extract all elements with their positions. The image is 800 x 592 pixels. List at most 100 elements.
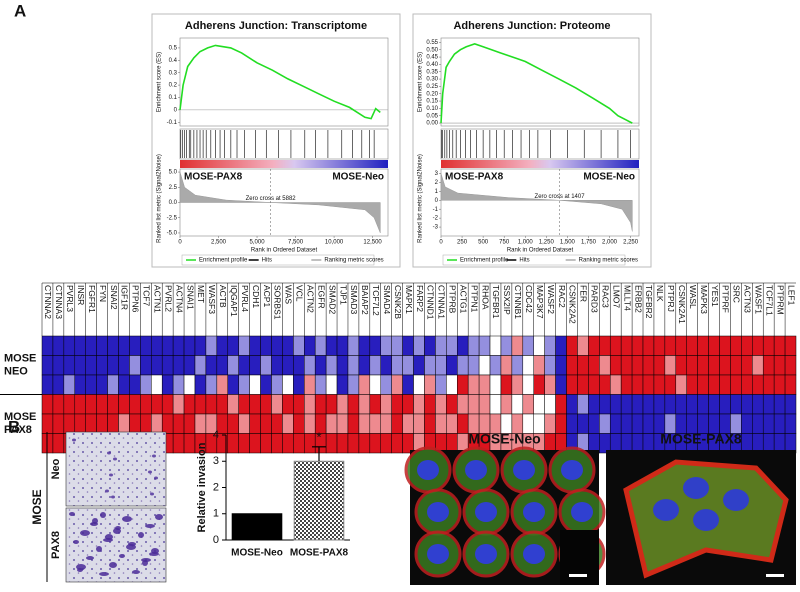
y-tick-label: 0.10 [426,106,438,112]
heatmap-cell [631,355,644,376]
x-tick-label: 5,000 [250,240,266,246]
nucleus [683,477,709,499]
gene-label: PTPN6 [131,285,141,313]
heatmap-cell [566,394,578,415]
heatmap-cell [741,394,753,415]
legend-box [442,254,626,266]
x-axis-label: Rank in Ordered Dataset [251,248,318,254]
pos-label: MOSE-PAX8 [184,172,243,183]
heatmap-cell [511,355,524,376]
heatmap-cell [719,374,731,395]
image-label: PAX8 [50,531,62,559]
nucleus [475,502,497,522]
heatmap-cell [161,374,174,395]
y-tick-label: -2.5 [167,215,178,221]
heatmap-cell [599,394,611,415]
heatmap-cell [140,355,152,376]
heatmap-cell [533,355,545,376]
heatmap-cell [151,355,163,376]
y-tick-label: 0.50 [426,47,438,53]
gene-label: MAPK1 [404,285,414,314]
heatmap-cell [271,413,283,434]
heatmap-cell [555,355,567,376]
gene-label: WASF3 [207,285,217,314]
heatmap-cell [566,374,578,395]
heatmap-cell [336,335,349,356]
heatmap-cell [183,413,196,434]
cell-blob [113,528,121,534]
heatmap-cell [52,374,65,395]
heatmap-cell [599,413,611,434]
heatmap-cell [369,413,382,434]
heatmap-cell [282,413,294,434]
panel-label: A [14,1,26,20]
gene-label: CTNND1 [426,285,436,320]
hits-frame [179,128,389,160]
heatmap-cell [544,413,556,434]
heatmap-cell [41,413,54,434]
heatmap-cell [686,355,698,376]
y-tick-label: 0 [174,107,178,113]
heatmap-cell [347,433,360,454]
gene-label: TCF7L2 [371,285,381,316]
heatmap-cell [456,413,469,434]
gene-label: ACTN3 [743,285,753,313]
heatmap-cell [96,335,108,356]
heatmap-cell [653,394,666,415]
heatmap-cell [478,355,491,376]
heatmap-cell [773,413,786,434]
heatmap-cell [609,374,622,395]
gene-label: PVRL3 [65,285,75,312]
heatmap-cell [609,394,622,415]
gene-label: SMAD4 [382,285,392,315]
heatmap-cell [391,394,403,415]
heatmap-cell [140,413,152,434]
heatmap-cell [314,394,327,415]
gene-label: SRC [732,285,742,303]
heatmap-cell [609,355,622,376]
heatmap-cell [511,394,524,415]
image-title: MOSE-PAX8 [660,431,742,447]
heatmap-cell [752,394,764,415]
heatmap-cell [293,433,305,454]
invasion-image-neo [65,431,167,507]
heatmap-cell [402,394,414,415]
heatmap-cell [304,394,316,415]
heatmap-cell [380,355,392,376]
heatmap-cell [347,413,360,434]
heatmap-cell [293,394,305,415]
heatmap-cell [762,394,775,415]
heatmap-cell [697,394,709,415]
heatmap-cell [227,355,239,376]
y-tick-label: -5.0 [167,231,178,237]
heatmap-cell [555,394,567,415]
heatmap-cell [74,374,86,395]
heatmap-cell [456,374,469,395]
heatmap-cell [325,394,338,415]
heatmap-cell [271,394,283,415]
y-tick-label: 1 [435,189,439,195]
heatmap-cell [620,355,633,376]
es-axis-label: Enrichment score (ES) [418,52,424,112]
x-tick-label: MOSE-PAX8 [290,548,349,559]
gene-label: EGFR [316,285,326,309]
ranking-metric-area [440,173,633,232]
cell-blob [80,530,90,536]
gene-label: SSX2IP [502,285,512,315]
gene-label: TGFBR1 [491,285,501,319]
heatmap-cell [227,335,239,356]
heatmap-cell [391,374,403,395]
heatmap-cell [85,394,97,415]
gene-label: TJP1 [338,285,348,305]
heatmap-cell [620,335,633,356]
heatmap-cell [446,355,458,376]
gene-label: PTPRJ [666,285,676,312]
heatmap-cell [336,433,349,454]
heatmap-cell [642,374,655,395]
heatmap-cell [533,394,545,415]
neg-label: MOSE-Neo [583,172,635,183]
heatmap-cell [336,394,349,415]
enrichment-curve [440,43,633,124]
heatmap-cell [293,355,305,376]
y-tick-label: 4 [213,429,219,441]
